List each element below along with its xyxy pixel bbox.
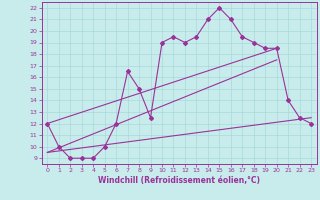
X-axis label: Windchill (Refroidissement éolien,°C): Windchill (Refroidissement éolien,°C) xyxy=(98,176,260,185)
